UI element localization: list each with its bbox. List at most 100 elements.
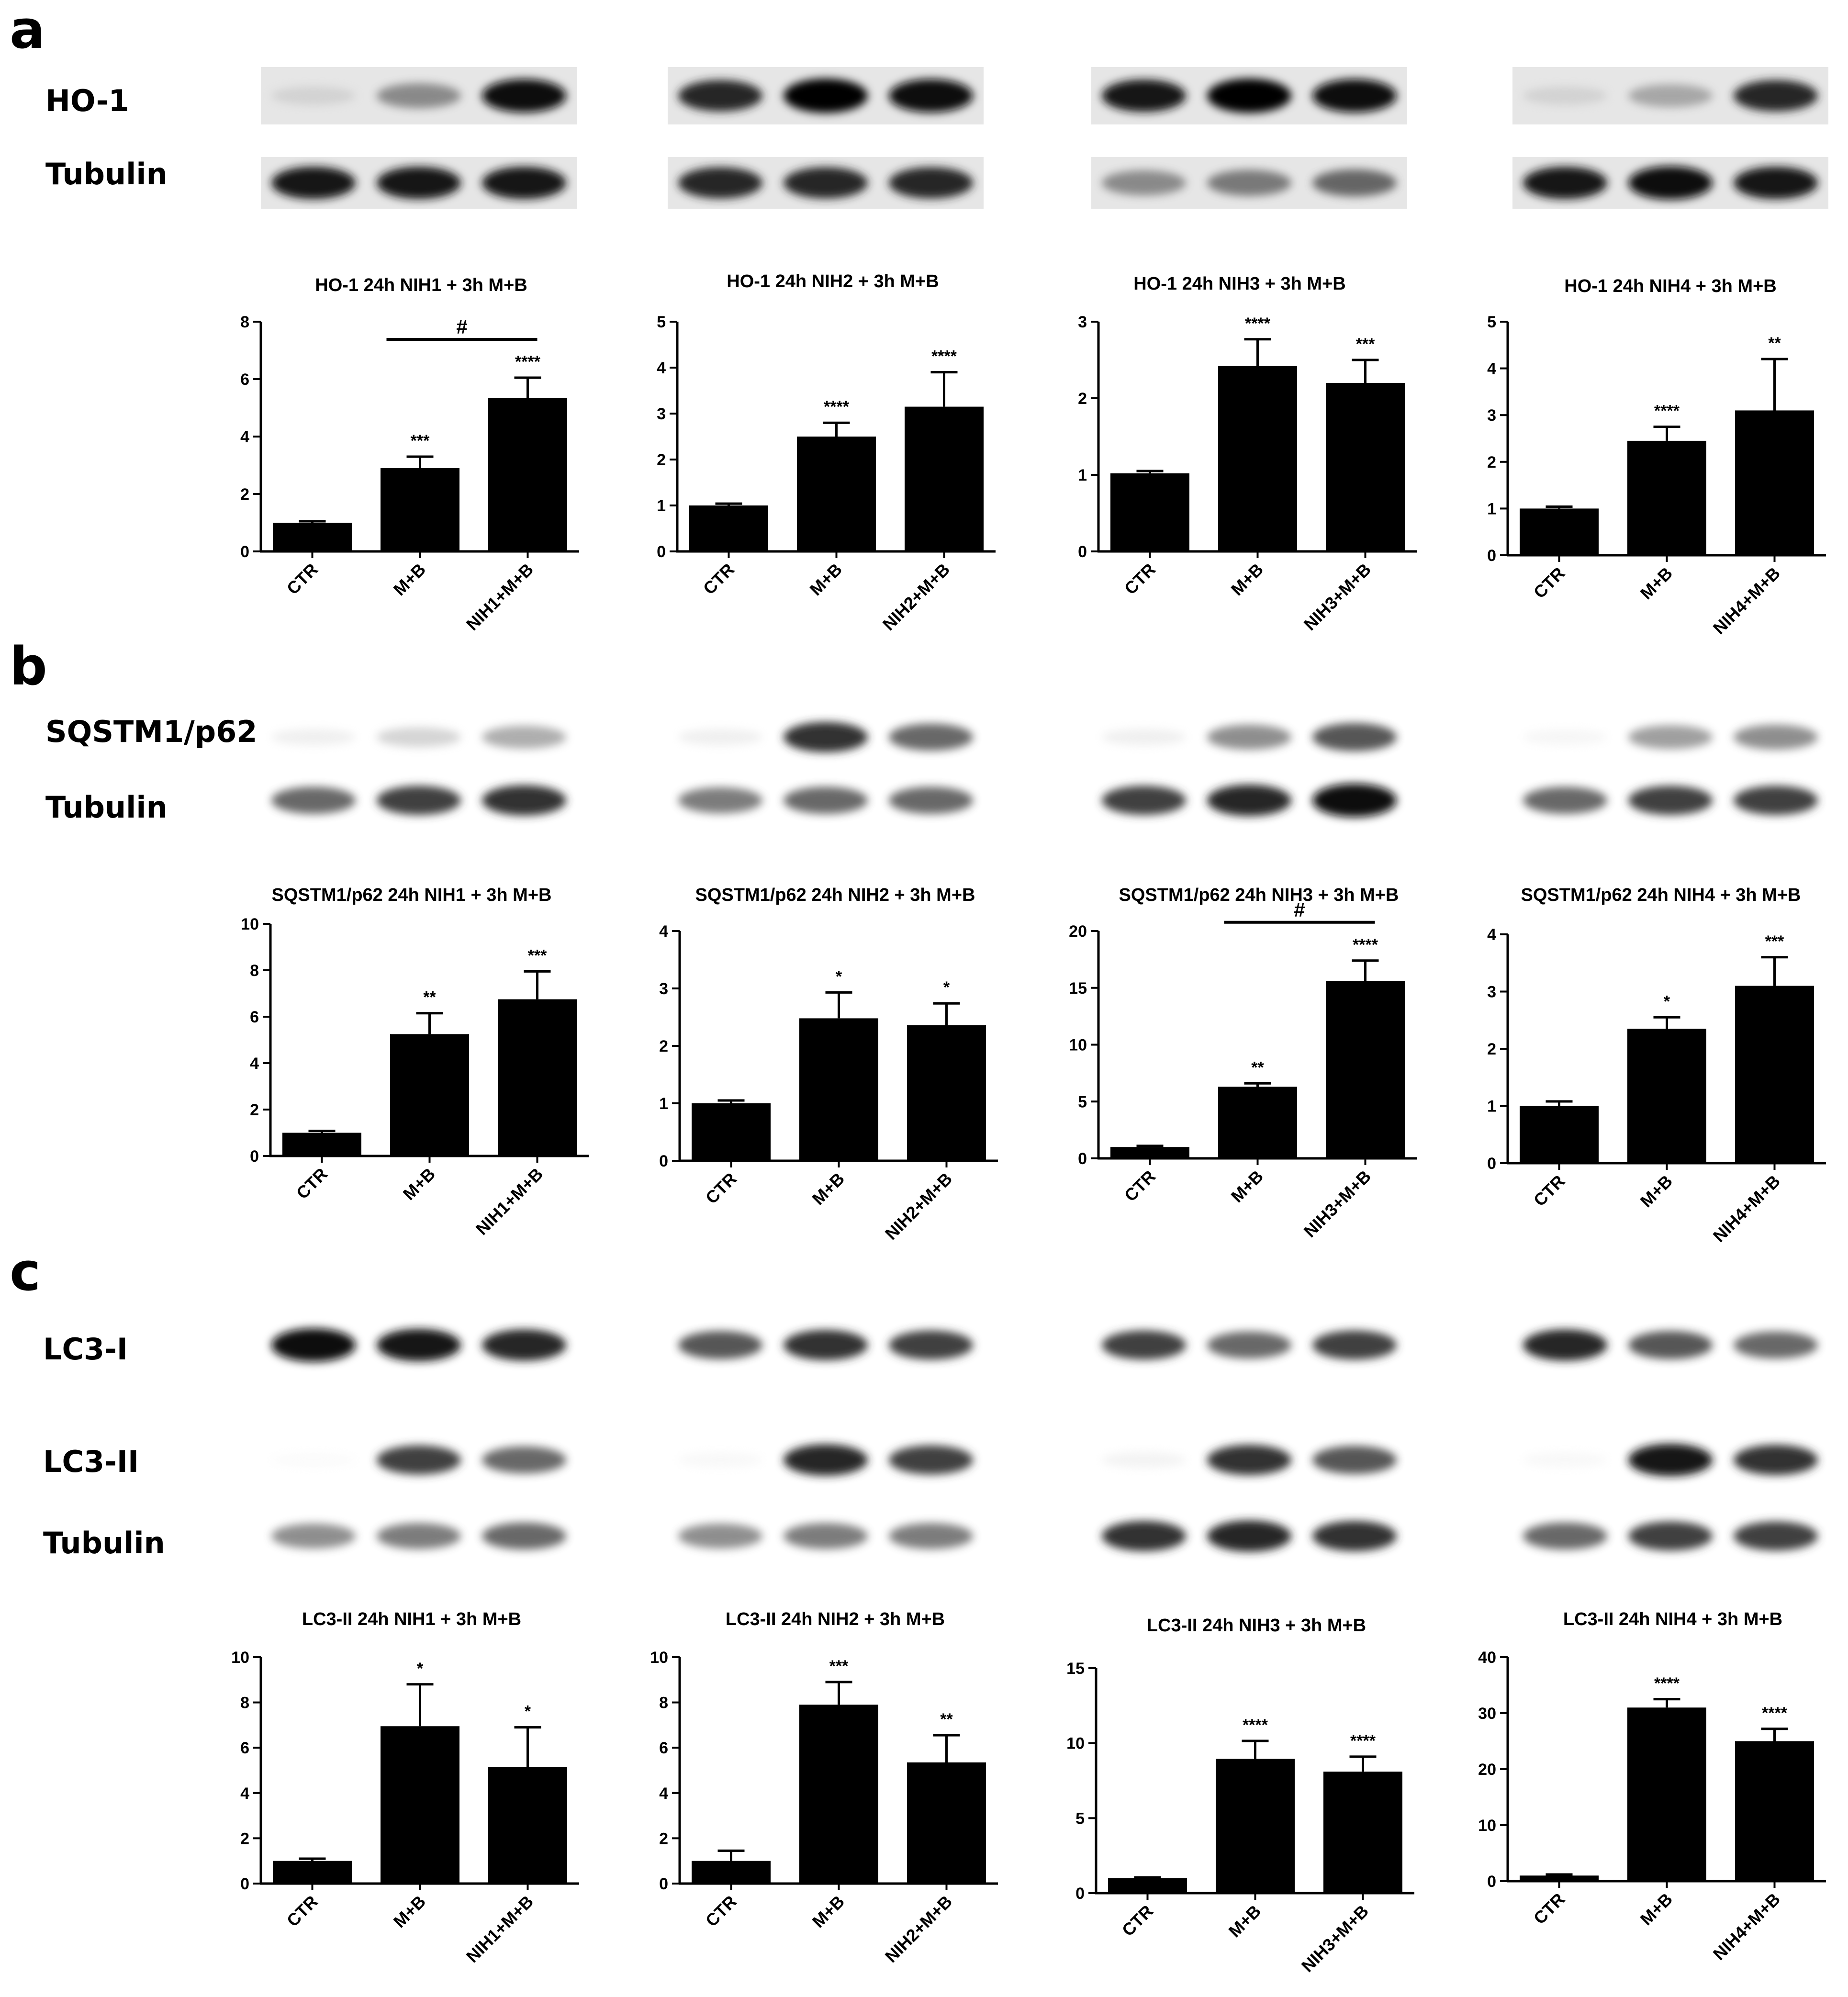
blot-band — [1102, 785, 1186, 815]
bar-m-b — [799, 1018, 878, 1161]
blot-band — [1207, 169, 1291, 196]
blot-tubulin-group-4 — [1512, 774, 1828, 826]
y-tick-label: 10 — [650, 1649, 668, 1667]
bar-nih4-m-b — [1735, 410, 1814, 555]
blot-band — [1523, 1329, 1607, 1361]
category-label: CTR — [1530, 1171, 1568, 1210]
blot-sqstm1-p62-group-1 — [261, 713, 577, 761]
y-tick-label: 0 — [1075, 1885, 1085, 1903]
bar-nih1-m-b — [488, 1767, 567, 1884]
blot-band — [271, 786, 356, 814]
y-tick-label: 3 — [1078, 313, 1087, 331]
blot-band — [889, 79, 973, 112]
blot-tubulin-group-3 — [1091, 774, 1407, 826]
blot-band — [1628, 785, 1713, 815]
blot-band — [1102, 170, 1186, 196]
blot-band — [889, 723, 973, 751]
significance-label: **** — [1245, 314, 1271, 333]
blot-band — [1523, 1522, 1607, 1550]
chart-10: LC3-II 24h NIH2 + 3h M+B 0 2 4 6 8 10 CTR *** M+B… — [650, 1609, 998, 1966]
blot-band — [1628, 84, 1713, 107]
blot-band — [271, 167, 356, 199]
category-label: CTR — [1118, 1901, 1157, 1940]
y-tick-label: 4 — [659, 922, 668, 941]
category-label: CTR — [702, 1892, 740, 1930]
chart-12: LC3-II 24h NIH4 + 3h M+B 0 10 20 30 40 CTR ****… — [1478, 1609, 1826, 1964]
category-label: CTR — [283, 560, 322, 598]
significance-label: * — [836, 967, 842, 986]
y-tick-label: 2 — [240, 485, 249, 504]
blot-band — [678, 80, 762, 112]
bar-nih2-m-b — [905, 406, 984, 551]
category-label: NIH3+M+B — [1300, 560, 1375, 634]
category-label: M+B — [399, 1164, 439, 1204]
y-tick-label: 0 — [250, 1147, 259, 1166]
chart-title: HO-1 24h NIH4 + 3h M+B — [1564, 276, 1776, 296]
category-label: NIH3+M+B — [1298, 1901, 1372, 1976]
bar-m-b — [1218, 1087, 1297, 1158]
blot-label-sqstm1-p62: SQSTM1/p62 — [45, 714, 257, 749]
bar-nih1-m-b — [488, 398, 567, 551]
y-tick-label: 8 — [240, 1694, 249, 1712]
significance-label: **** — [931, 348, 957, 366]
bar-m-b — [1627, 440, 1706, 555]
y-tick-label: 4 — [659, 1784, 668, 1803]
blot-tubulin-group-4 — [1512, 157, 1828, 209]
blot-band — [377, 1445, 461, 1475]
chart-title: SQSTM1/p62 24h NIH4 + 3h M+B — [1521, 885, 1801, 905]
blot-label-tubulin: Tubulin — [45, 157, 168, 191]
category-label: NIH2+M+B — [881, 1169, 956, 1244]
chart-6: SQSTM1/p62 24h NIH2 + 3h M+B 0 1 2 3 4 CTR * M+B… — [659, 885, 998, 1244]
chart-title: LC3-II 24h NIH3 + 3h M+B — [1147, 1616, 1366, 1636]
category-label: NIH1+M+B — [462, 1892, 537, 1966]
blot-band — [482, 726, 566, 749]
blot-band — [678, 1331, 762, 1359]
bar-m-b — [799, 1705, 878, 1884]
blot-band — [784, 1330, 868, 1360]
y-tick-label: 0 — [1487, 1155, 1496, 1173]
y-tick-label: 1 — [659, 1095, 668, 1113]
blot-label-lc3-i: LC3-I — [43, 1332, 128, 1367]
blot-band — [271, 86, 356, 105]
category-label: CTR — [1530, 1889, 1568, 1928]
blot-tubulin-group-3 — [1091, 1510, 1407, 1562]
significance-label: ** — [423, 988, 436, 1007]
y-tick-label: 15 — [1066, 1660, 1085, 1678]
blot-tubulin-group-3 — [1091, 157, 1407, 209]
blot-band — [784, 1444, 868, 1476]
blot-tubulin-group-4 — [1512, 1510, 1828, 1562]
y-tick-label: 0 — [240, 543, 249, 561]
chart-3: HO-1 24h NIH3 + 3h M+B 0 1 2 3 CTR **** M+B *** N… — [1078, 274, 1417, 634]
y-tick-label: 2 — [240, 1829, 249, 1848]
y-tick-label: 8 — [240, 313, 249, 331]
y-tick-label: 4 — [250, 1055, 259, 1073]
blot-band — [1312, 723, 1397, 752]
chart-title: LC3-II 24h NIH2 + 3h M+B — [726, 1609, 945, 1629]
comparison-label: # — [456, 315, 467, 338]
blot-row-labels: HO-1 Tubulin SQSTM1/p62 Tubulin LC3-I LC3-II T… — [43, 83, 257, 1560]
blot-label-tubulin: Tubulin — [43, 1526, 165, 1560]
category-label: M+B — [390, 560, 429, 599]
blot-band — [1734, 1445, 1818, 1475]
y-tick-label: 2 — [659, 1829, 668, 1848]
blot-band — [1734, 1521, 1818, 1551]
y-tick-label: 10 — [1066, 1735, 1085, 1753]
category-label: M+B — [1636, 563, 1676, 603]
blot-band — [377, 727, 461, 747]
blot-tubulin-group-1 — [261, 1510, 577, 1562]
chart-1: HO-1 24h NIH1 + 3h M+B 0 2 4 6 8 CTR *** M+B ****… — [240, 275, 579, 634]
y-tick-label: 0 — [659, 1875, 668, 1893]
blot-ho-1-group-2 — [668, 67, 984, 124]
blot-band — [1734, 80, 1818, 112]
significance-label: *** — [1356, 335, 1375, 353]
y-tick-label: 2 — [657, 451, 666, 469]
y-tick-label: 3 — [1487, 406, 1496, 425]
bar-m-b — [1627, 1029, 1706, 1163]
blot-lc3-i-group-4 — [1512, 1314, 1828, 1376]
blot-band — [784, 722, 868, 752]
chart-title: HO-1 24h NIH2 + 3h M+B — [727, 271, 939, 292]
blot-band — [271, 1328, 356, 1362]
blot-band — [482, 167, 566, 199]
blot-band — [1207, 1331, 1291, 1359]
y-tick-label: 30 — [1478, 1705, 1496, 1723]
